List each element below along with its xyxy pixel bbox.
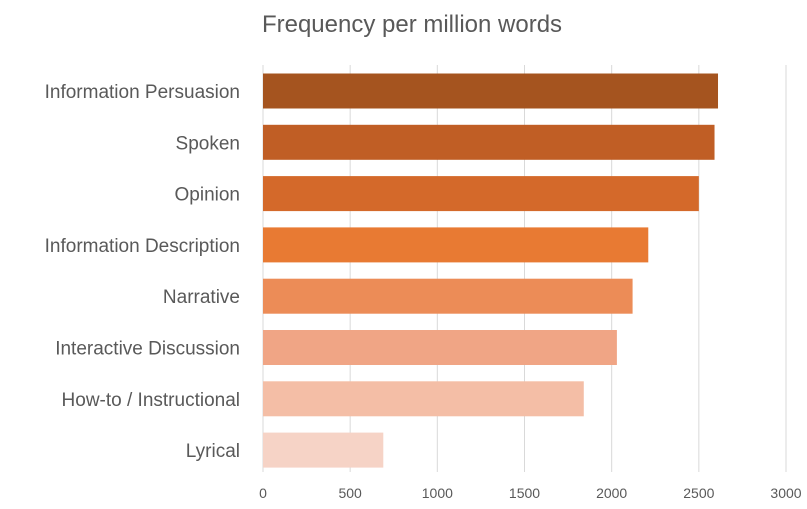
category-label: Information Description — [45, 236, 240, 257]
bar — [263, 227, 649, 263]
bar — [263, 432, 384, 468]
category-label: How-to / Instructional — [62, 390, 240, 411]
x-tick-label: 1500 — [509, 485, 540, 501]
category-label: Spoken — [176, 133, 240, 154]
bar — [263, 330, 617, 365]
x-tick-label: 1000 — [422, 485, 453, 501]
category-label: Interactive Discussion — [55, 339, 240, 360]
bar — [263, 381, 584, 417]
x-tick-label: 0 — [259, 485, 267, 501]
category-labels: Information Persuasion Spoken Opinion Infor… — [45, 82, 240, 462]
bar — [263, 73, 719, 109]
x-tick-label: 500 — [338, 485, 362, 501]
category-label: Narrative — [163, 287, 240, 308]
bar — [263, 124, 715, 160]
chart-title: Frequency per million words — [262, 11, 562, 38]
x-tick-label: 2500 — [683, 485, 714, 501]
category-label: Opinion — [175, 185, 241, 206]
category-label: Lyrical — [186, 441, 240, 462]
category-label: Information Persuasion — [45, 82, 240, 103]
x-axis-tick-labels: 0 500 1000 1500 2000 2500 3000 — [259, 485, 802, 501]
bars — [263, 73, 719, 468]
x-tick-label: 3000 — [770, 485, 801, 501]
bar — [263, 176, 699, 212]
bar — [263, 278, 633, 314]
x-tick-label: 2000 — [596, 485, 627, 501]
